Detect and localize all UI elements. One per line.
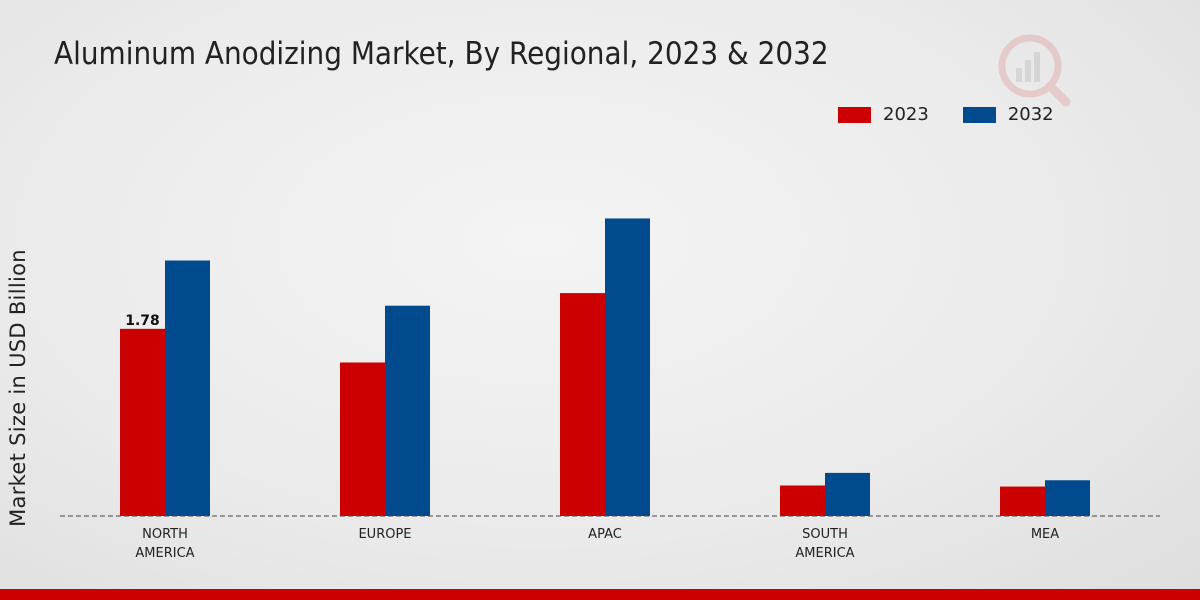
x-tick-label: EUROPE — [358, 527, 411, 542]
bar-2032-mea — [1045, 480, 1090, 516]
bar-2032-north-america — [165, 260, 210, 516]
legend-item-2032: 2032 — [962, 104, 1054, 125]
bar-2023-north-america — [120, 328, 165, 516]
bar-2032-europe — [385, 305, 430, 516]
legend-label-2032: 2032 — [1007, 104, 1054, 125]
x-tick-label: MEA — [1031, 527, 1059, 542]
x-tick-label: NORTH AMERICA — [135, 527, 194, 561]
bar-2023-mea — [1000, 486, 1045, 516]
chart-title: Aluminum Anodizing Market, By Regional, … — [54, 36, 829, 72]
bar-2032-south-america — [825, 472, 870, 516]
bar-2032-apac — [605, 218, 650, 516]
brand-watermark-icon — [994, 30, 1074, 110]
x-tick-label: SOUTH AMERICA — [795, 527, 854, 561]
legend-item-2023: 2023 — [838, 104, 929, 125]
bar-2023-europe — [340, 362, 385, 516]
data-label: 1.78 — [125, 313, 160, 329]
legend-swatch-2023 — [838, 106, 871, 123]
chart-legend: 2023 2032 — [838, 104, 1088, 125]
bar-2023-apac — [560, 293, 605, 516]
bar-2023-south-america — [780, 485, 825, 516]
bottom-accent-bar — [0, 589, 1200, 600]
legend-swatch-2032 — [962, 106, 996, 123]
legend-label-2023: 2023 — [883, 104, 929, 125]
x-tick-label: APAC — [588, 527, 622, 542]
